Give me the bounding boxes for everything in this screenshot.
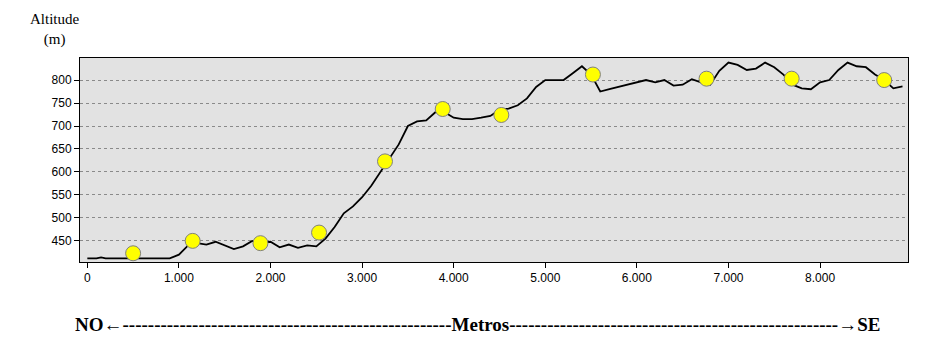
svg-text:450: 450 <box>52 234 72 248</box>
svg-text:550: 550 <box>52 188 72 202</box>
svg-text:600: 600 <box>52 165 72 179</box>
svg-text:1.000: 1.000 <box>164 271 194 285</box>
svg-text:4.000: 4.000 <box>439 271 469 285</box>
svg-text:0: 0 <box>84 271 91 285</box>
svg-text:8.000: 8.000 <box>805 271 835 285</box>
svg-text:650: 650 <box>52 142 72 156</box>
svg-text:700: 700 <box>52 119 72 133</box>
svg-text:Altitude(m): Altitude(m) <box>30 11 80 48</box>
svg-text:7.000: 7.000 <box>713 271 743 285</box>
svg-text:NO←---------------------------: NO←-------------------------------------… <box>75 314 880 335</box>
svg-text:2.000: 2.000 <box>255 271 285 285</box>
svg-text:5.000: 5.000 <box>530 271 560 285</box>
svg-text:800: 800 <box>52 73 72 87</box>
svg-text:6.000: 6.000 <box>622 271 652 285</box>
svg-text:750: 750 <box>52 96 72 110</box>
svg-text:3.000: 3.000 <box>347 271 377 285</box>
svg-text:500: 500 <box>52 211 72 225</box>
